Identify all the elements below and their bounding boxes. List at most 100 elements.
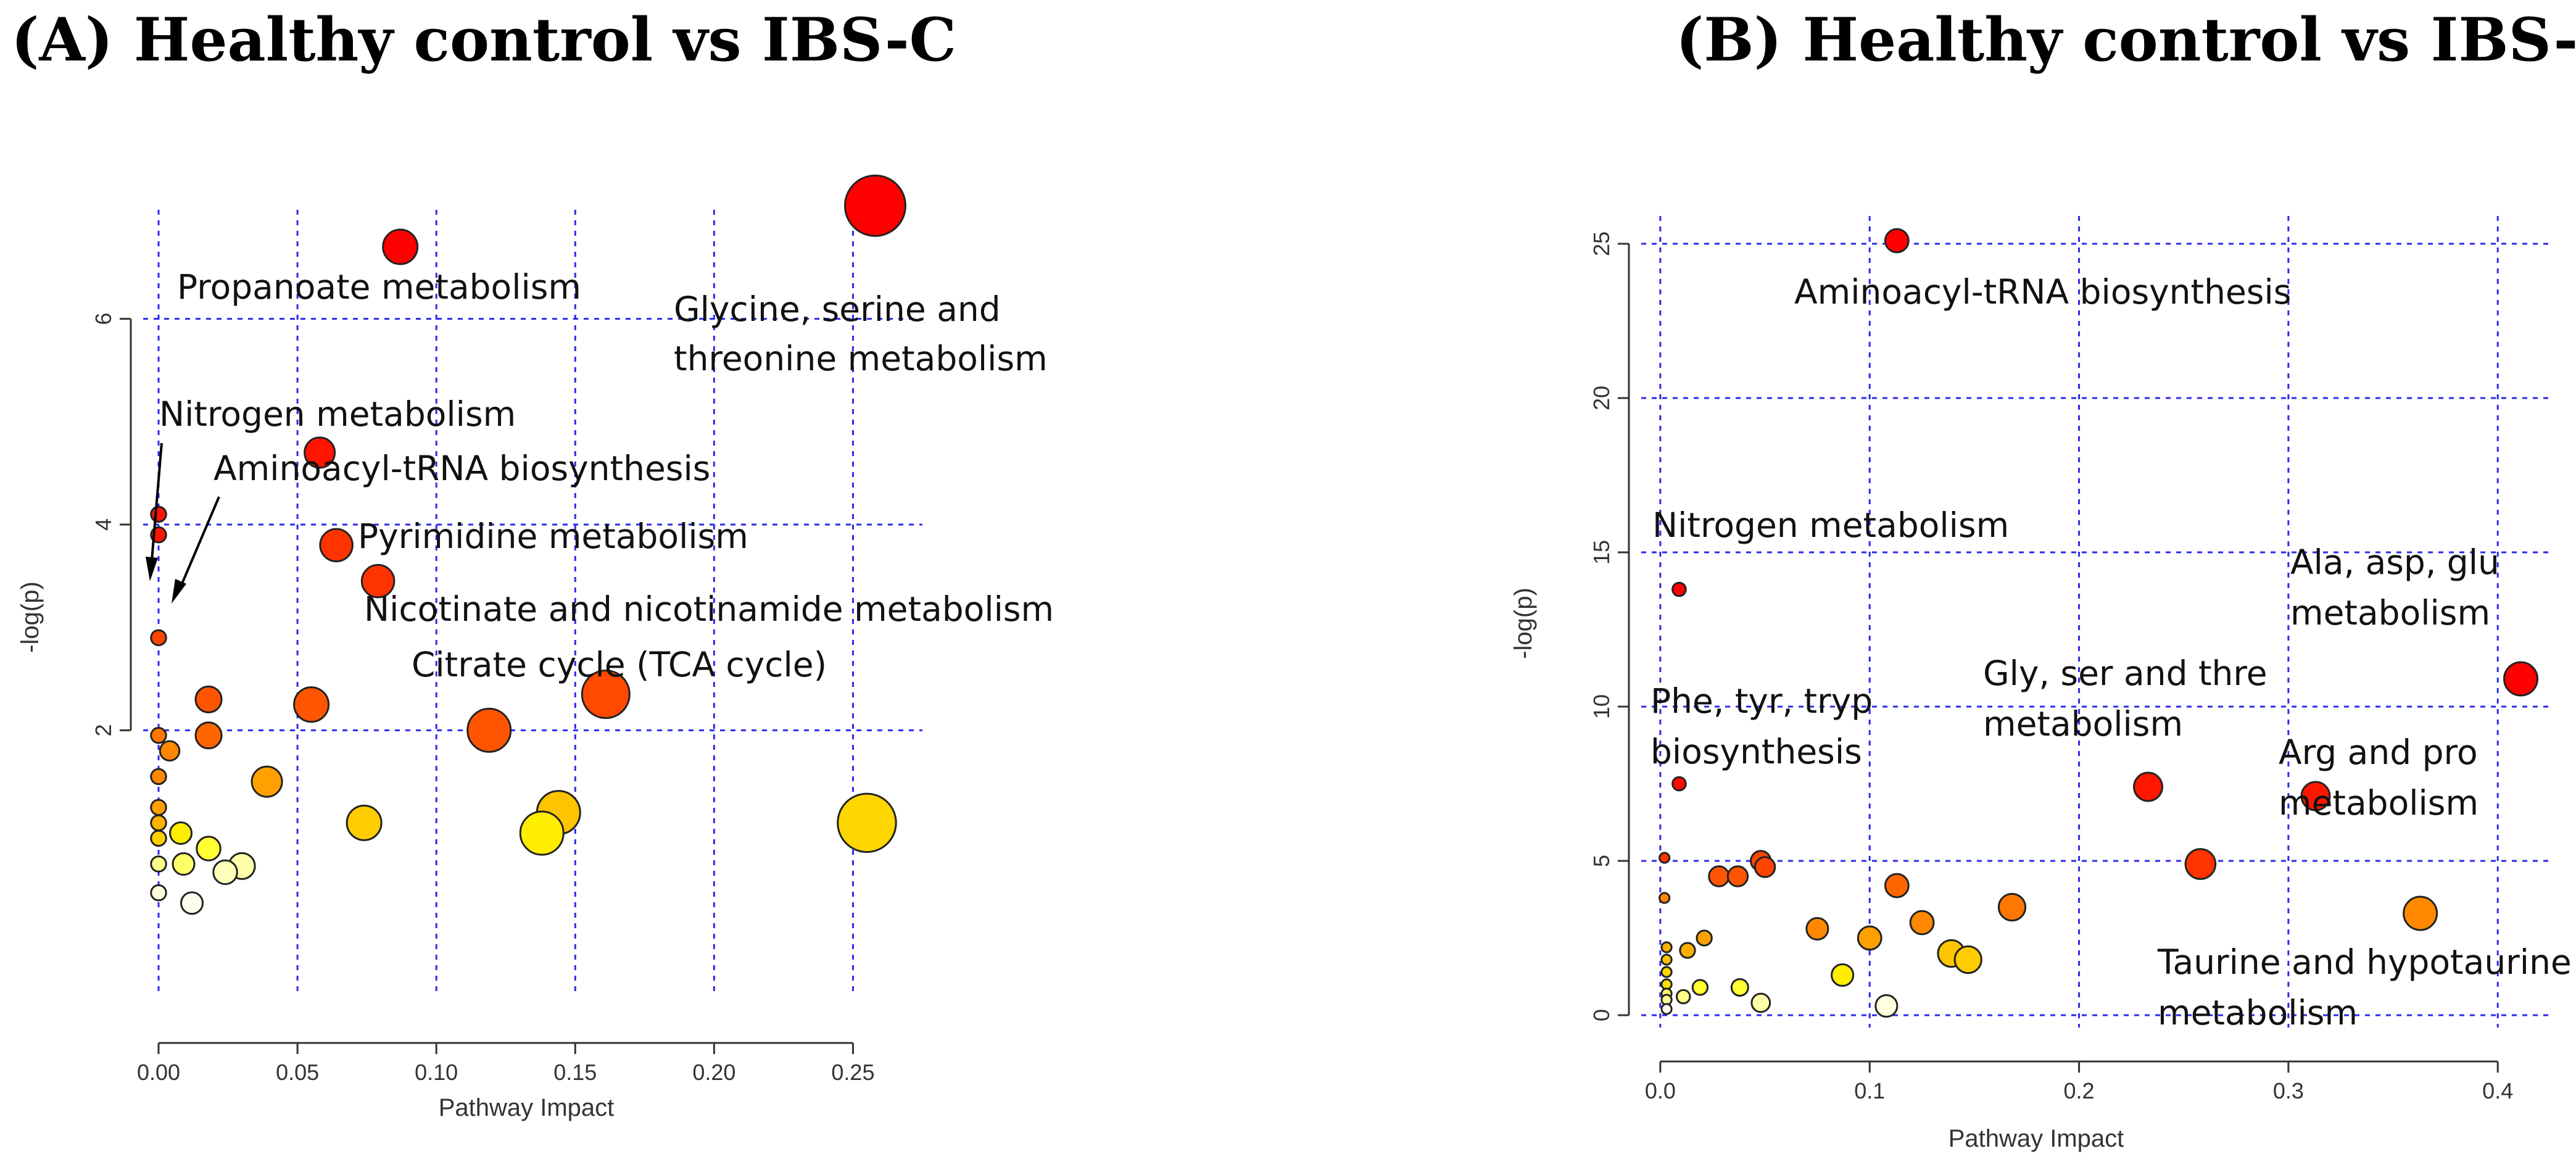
panel-a-annotation: Nicotinate and nicotinamide metabolism <box>364 589 1054 629</box>
panel-a: (A) Healthy control vs IBS-C 2 4 6 0.00 0.05… <box>11 5 1054 1121</box>
x-tick-label: 0.3 <box>2273 1078 2304 1103</box>
pathway-bubble[interactable] <box>1679 942 1696 959</box>
pathway-bubble[interactable] <box>581 670 631 719</box>
y-tick-label: 10 <box>1589 694 1614 719</box>
pathway-bubble[interactable] <box>1997 892 2027 922</box>
pathway-bubble[interactable] <box>1730 978 1749 997</box>
pathway-bubble[interactable] <box>1660 953 1673 966</box>
panel-b-title: (B) Healthy control vs IBS-D <box>1676 5 2576 75</box>
y-tick-label: 20 <box>1589 386 1614 410</box>
pathway-bubble[interactable] <box>251 765 283 798</box>
panel-b-xlabel: Pathway Impact <box>1949 1125 2124 1152</box>
pathway-bubble[interactable] <box>196 836 222 862</box>
pathway-bubble[interactable] <box>180 891 204 915</box>
x-tick-label: 0.15 <box>553 1060 597 1085</box>
y-tick-label: 6 <box>91 313 116 325</box>
panel-b-annotation: metabolism <box>2279 783 2479 823</box>
pathway-bubble[interactable] <box>1659 852 1671 864</box>
pathway-bubble[interactable] <box>360 563 396 599</box>
pathway-bubble[interactable] <box>293 686 330 723</box>
x-tick-label: 0.2 <box>2064 1078 2095 1103</box>
pathway-bubble[interactable] <box>1691 979 1709 996</box>
pathway-bubble[interactable] <box>150 799 167 816</box>
pathway-bubble[interactable] <box>1805 916 1829 941</box>
panel-b-annotation: Aminoacyl-tRNA biosynthesis <box>1794 272 2291 312</box>
panel-a-annotation: Citrate cycle (TCA cycle) <box>412 645 827 684</box>
x-tick-label: 0.25 <box>831 1060 874 1085</box>
pathway-bubble[interactable] <box>1884 873 1910 899</box>
pathway-bubble[interactable] <box>519 810 565 856</box>
pathway-bubble[interactable] <box>1857 925 1882 951</box>
pathway-bubble[interactable] <box>319 528 354 563</box>
pathway-bubble[interactable] <box>837 792 897 853</box>
pathway-bubble[interactable] <box>150 505 167 523</box>
pathway-bubble[interactable] <box>1953 945 1982 974</box>
pathway-bubble[interactable] <box>382 228 419 265</box>
panel-b: (B) Healthy control vs IBS-D 0 5 10 15 20 25 0… <box>1510 5 2576 1152</box>
pathway-bubble[interactable] <box>1671 776 1687 792</box>
panel-a-annotation: Pyrimidine metabolism <box>358 517 748 556</box>
pathway-bubble[interactable] <box>1874 994 1899 1018</box>
panel-b-annotation: biosynthesis <box>1650 732 1862 771</box>
pathway-bubble[interactable] <box>150 768 167 786</box>
panel-b-annotation: Nitrogen metabolism <box>1652 505 2009 545</box>
pathway-bubble[interactable] <box>1750 992 1771 1013</box>
pathway-bubble[interactable] <box>1708 865 1730 887</box>
pathway-bubble[interactable] <box>1884 228 1910 254</box>
pathway-bubble[interactable] <box>1754 856 1776 878</box>
panel-a-annotation: threonine metabolism <box>674 339 1048 378</box>
pathway-bubble[interactable] <box>169 821 193 845</box>
pathway-bubble[interactable] <box>1831 963 1855 987</box>
pathway-bubble[interactable] <box>150 726 167 744</box>
panel-b-annotation: metabolism <box>2158 993 2358 1032</box>
pathway-bubble[interactable] <box>2503 661 2539 697</box>
pathway-bubble[interactable] <box>159 740 181 762</box>
x-tick-label: 0.00 <box>137 1060 180 1085</box>
pathway-bubble[interactable] <box>1726 865 1749 887</box>
pathway-bubble[interactable] <box>1696 929 1713 947</box>
pathway-bubble[interactable] <box>1660 1003 1673 1015</box>
panel-a-annotation: Aminoacyl-tRNA biosynthesis <box>213 449 710 488</box>
x-tick-label: 0.4 <box>2482 1078 2513 1103</box>
pathway-bubble[interactable] <box>194 721 223 750</box>
panel-b-annotation: Arg and pro <box>2279 733 2478 772</box>
x-tick-label: 0.10 <box>415 1060 458 1085</box>
pathway-bubble[interactable] <box>150 884 167 902</box>
x-tick-label: 0.05 <box>276 1060 319 1085</box>
panel-a-annotation: Nitrogen metabolism <box>159 394 516 434</box>
pathway-bubble[interactable] <box>150 629 167 647</box>
pathway-bubble[interactable] <box>1659 892 1671 904</box>
x-tick-label: 0.20 <box>692 1060 735 1085</box>
pathway-bubble[interactable] <box>150 855 167 873</box>
annotation-arrow <box>146 442 163 581</box>
y-tick-label: 4 <box>91 518 116 531</box>
pathway-bubble[interactable] <box>1660 966 1673 978</box>
pathway-bubble[interactable] <box>1909 910 1935 936</box>
pathway-bubble[interactable] <box>304 436 336 469</box>
pathway-bubble[interactable] <box>212 859 238 886</box>
pathway-bubble[interactable] <box>194 685 223 713</box>
y-tick-label: 25 <box>1589 231 1614 256</box>
panel-a-annotation: Glycine, serine and <box>674 289 1001 329</box>
pathway-bubble[interactable] <box>150 814 167 832</box>
pathway-bubble[interactable] <box>150 829 167 847</box>
panel-a-title: (A) Healthy control vs IBS-C <box>11 5 956 75</box>
panel-b-annotation: Phe, tyr, tryp <box>1650 681 1873 721</box>
pathway-bubble[interactable] <box>172 852 196 876</box>
pathway-bubble[interactable] <box>843 174 906 237</box>
pathway-bubble[interactable] <box>1671 581 1687 597</box>
pathway-bubble[interactable] <box>346 804 383 841</box>
panel-a-annotation: Propanoate metabolism <box>177 267 581 307</box>
pathway-bubble[interactable] <box>466 707 512 753</box>
pathway-bubble[interactable] <box>2403 895 2438 931</box>
pathway-bubble[interactable] <box>1660 941 1673 953</box>
panel-b-annotation: metabolism <box>1983 704 2183 744</box>
y-tick-label: 0 <box>1589 1009 1614 1021</box>
pathway-bubble[interactable] <box>2184 848 2217 880</box>
panel-a-ylabel: -log(p) <box>17 581 44 653</box>
pathway-bubble[interactable] <box>1675 989 1691 1005</box>
pathway-bubble[interactable] <box>2300 781 2331 812</box>
pathway-bubble[interactable] <box>2133 771 2163 802</box>
panel-a-xlabel: Pathway Impact <box>439 1094 615 1121</box>
